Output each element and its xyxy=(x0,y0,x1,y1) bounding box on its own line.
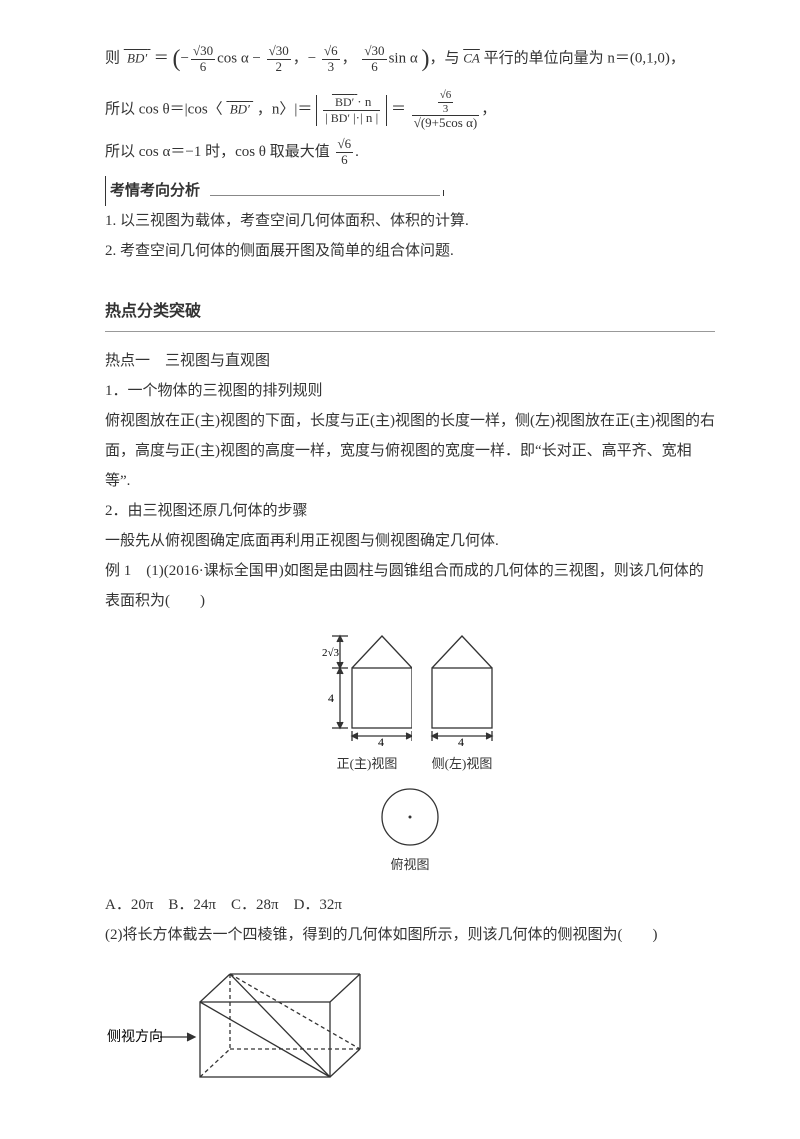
cuboid-figure: 侧视方向 xyxy=(105,962,715,1092)
top-view: 俯视图 xyxy=(378,785,442,878)
side-view-label: 侧(左)视图 xyxy=(432,751,493,777)
vector-ca: CA xyxy=(463,50,480,65)
front-view: 2√3 4 4 正(主)视图 xyxy=(322,628,412,777)
hotspot-title: 热点一 三视图与直观图 xyxy=(105,346,715,376)
side-view: 4 侧(左)视图 xyxy=(426,628,498,777)
example1-text: 例 1 (1)(2016·课标全国甲)如图是由圆柱与圆锥组合而成的几何体的三视图… xyxy=(105,556,715,616)
dim-side-w: 4 xyxy=(458,735,464,748)
three-view-figure: 2√3 4 4 正(主)视图 4 侧(左)视图 xyxy=(105,628,715,878)
analysis-box: 考情考向分析 xyxy=(105,176,715,206)
equation-bd-vector: 则 BD′ ＝ (−√306cos α − √302，− √63， √306si… xyxy=(105,35,715,83)
analysis-title: 考情考向分析 xyxy=(110,183,200,199)
equation-max-value: 所以 cos α＝−1 时，cos θ 取最大值 √66. xyxy=(105,137,715,168)
front-view-label: 正(主)视图 xyxy=(337,751,398,777)
rule2-body: 一般先从俯视图确定底面再利用正视图与侧视图确定几何体. xyxy=(105,526,715,556)
section-title: 热点分类突破 xyxy=(105,296,715,332)
analysis-item-2: 2. 考查空间几何体的侧面展开图及简单的组合体问题. xyxy=(105,236,715,266)
cuboid-arrow-label: 侧视方向 xyxy=(107,1029,163,1045)
rule1-body: 俯视图放在正(主)视图的下面，长度与正(主)视图的长度一样，侧(左)视图放在正(… xyxy=(105,406,715,496)
example1-options: A．20π B．24π C．28π D．32π xyxy=(105,890,715,920)
dim-cyl-h: 4 xyxy=(328,691,334,705)
analysis-item-1: 1. 以三视图为载体，考查空间几何体面积、体积的计算. xyxy=(105,206,715,236)
top-view-label: 俯视图 xyxy=(390,852,429,878)
dim-front-w: 4 xyxy=(378,735,384,748)
rule2-title: 2．由三视图还原几何体的步骤 xyxy=(105,496,715,526)
rule1-title: 1．一个物体的三视图的排列规则 xyxy=(105,376,715,406)
dim-cone-h: 2√3 xyxy=(322,647,340,659)
example2-text: (2)将长方体截去一个四棱锥，得到的几何体如图所示，则该几何体的侧视图为( ) xyxy=(105,920,715,950)
vector-bd: BD′ xyxy=(124,50,151,65)
equation-cos-theta: 所以 cos θ＝|cos〈 BD′ ，n〉|＝ BD′ · n | BD′ |… xyxy=(105,89,715,131)
